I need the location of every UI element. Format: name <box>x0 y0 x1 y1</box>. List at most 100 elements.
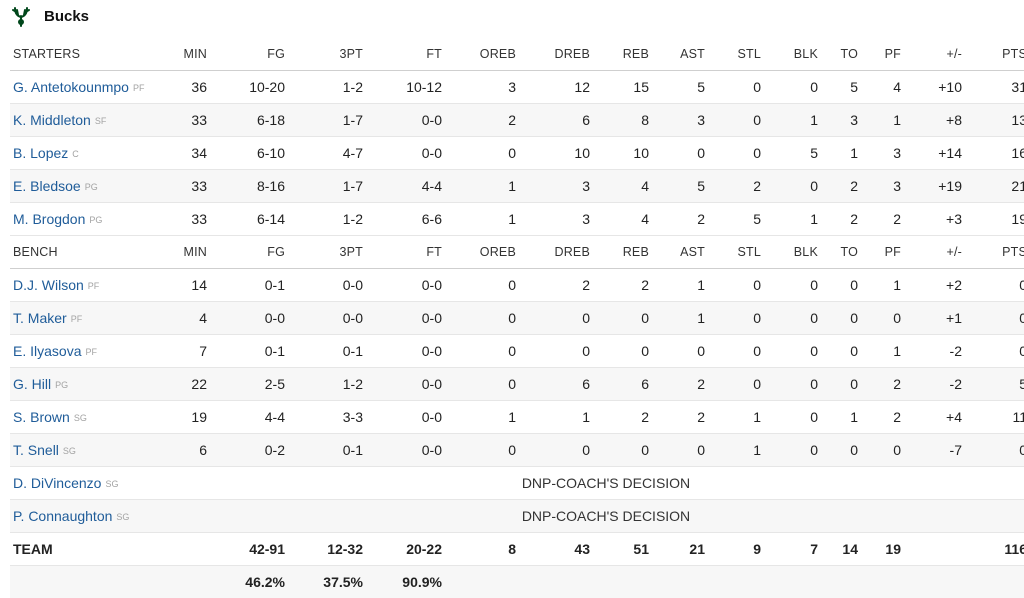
stat-cell: 5 <box>715 203 771 236</box>
stat-cell: 2 <box>868 401 911 434</box>
stat-cell: 5 <box>972 368 1024 401</box>
player-position: PG <box>89 215 102 225</box>
stat-cell: 1-2 <box>295 203 373 236</box>
stat-cell: 1 <box>868 104 911 137</box>
stat-cell: 0 <box>600 302 659 335</box>
stat-cell: 14 <box>175 269 217 302</box>
total-cell: 9 <box>715 533 771 566</box>
stat-cell: 0 <box>972 302 1024 335</box>
stat-cell: 1-7 <box>295 104 373 137</box>
player-name-link[interactable]: T. Maker <box>13 310 67 326</box>
stat-cell: 11 <box>972 401 1024 434</box>
stat-cell: 0 <box>659 434 715 467</box>
section-label: BENCH <box>10 236 175 269</box>
stat-cell: 19 <box>175 401 217 434</box>
player-name-link[interactable]: B. Lopez <box>13 145 68 161</box>
column-header: PF <box>868 236 911 269</box>
stat-cell: 1-7 <box>295 170 373 203</box>
stat-cell: 3 <box>659 104 715 137</box>
stat-cell: +19 <box>911 170 972 203</box>
stat-cell: +1 <box>911 302 972 335</box>
stat-cell: 0-0 <box>373 302 452 335</box>
total-cell: 116 <box>972 533 1024 566</box>
total-cell: 51 <box>600 533 659 566</box>
stat-cell: 0 <box>526 302 600 335</box>
player-name-link[interactable]: E. Bledsoe <box>13 178 81 194</box>
column-header: FT <box>373 236 452 269</box>
stat-cell: 0 <box>771 401 828 434</box>
player-name-link[interactable]: K. Middleton <box>13 112 91 128</box>
stat-cell: 1 <box>828 137 868 170</box>
player-name-link[interactable]: S. Brown <box>13 409 70 425</box>
player-name-link[interactable]: G. Hill <box>13 376 51 392</box>
player-name-link[interactable]: G. Antetokounmpo <box>13 79 129 95</box>
stat-cell: 4 <box>868 71 911 104</box>
stat-cell: 1 <box>659 302 715 335</box>
stat-cell: 4 <box>175 302 217 335</box>
stat-cell: 2 <box>715 170 771 203</box>
percentage-cell <box>972 566 1024 598</box>
player-name-link[interactable]: D.J. Wilson <box>13 277 84 293</box>
player-position: PF <box>133 83 145 93</box>
player-name-link[interactable]: E. Ilyasova <box>13 343 81 359</box>
stat-cell: 6-18 <box>217 104 295 137</box>
stat-cell: +10 <box>911 71 972 104</box>
stat-cell: 0 <box>600 335 659 368</box>
column-header: AST <box>659 38 715 71</box>
stat-cell: 0-1 <box>217 269 295 302</box>
column-header: STL <box>715 38 771 71</box>
stat-cell: 22 <box>175 368 217 401</box>
percentage-cell <box>868 566 911 598</box>
player-name-link[interactable]: T. Snell <box>13 442 59 458</box>
player-name-link[interactable]: P. Connaughton <box>13 508 112 524</box>
player-position: SG <box>74 413 87 423</box>
total-cell: 14 <box>828 533 868 566</box>
player-cell: G. Antetokounmpo PF <box>10 71 175 104</box>
total-cell: 20-22 <box>373 533 452 566</box>
team-totals-label: TEAM <box>10 533 175 566</box>
stat-cell: 4-4 <box>217 401 295 434</box>
dnp-reason: DNP-COACH'S DECISION <box>175 500 1024 533</box>
stat-cell: 2 <box>868 203 911 236</box>
percentage-cell <box>452 566 526 598</box>
stat-cell: 1 <box>828 401 868 434</box>
player-position: PF <box>85 347 97 357</box>
percentage-cell <box>771 566 828 598</box>
stat-cell: 0 <box>526 335 600 368</box>
column-header: MIN <box>175 38 217 71</box>
stat-cell: 1 <box>868 269 911 302</box>
total-cell: 42-91 <box>217 533 295 566</box>
stat-cell: 0-0 <box>373 368 452 401</box>
stat-cell: 10-20 <box>217 71 295 104</box>
stat-cell: 1 <box>715 401 771 434</box>
column-header: DREB <box>526 38 600 71</box>
player-position: SG <box>63 446 76 456</box>
stat-cell: 33 <box>175 104 217 137</box>
stat-cell: 0 <box>771 170 828 203</box>
column-header: FG <box>217 236 295 269</box>
stat-cell: 0-2 <box>217 434 295 467</box>
player-name-link[interactable]: M. Brogdon <box>13 211 85 227</box>
stat-cell: 0-1 <box>217 335 295 368</box>
stat-cell: 10-12 <box>373 71 452 104</box>
stat-cell: 2 <box>600 269 659 302</box>
stat-cell: 34 <box>175 137 217 170</box>
stat-cell: 15 <box>600 71 659 104</box>
total-cell <box>911 533 972 566</box>
stat-cell: 4-7 <box>295 137 373 170</box>
player-name-link[interactable]: D. DiVincenzo <box>13 475 101 491</box>
column-header: FT <box>373 38 452 71</box>
stat-cell: 0 <box>771 434 828 467</box>
